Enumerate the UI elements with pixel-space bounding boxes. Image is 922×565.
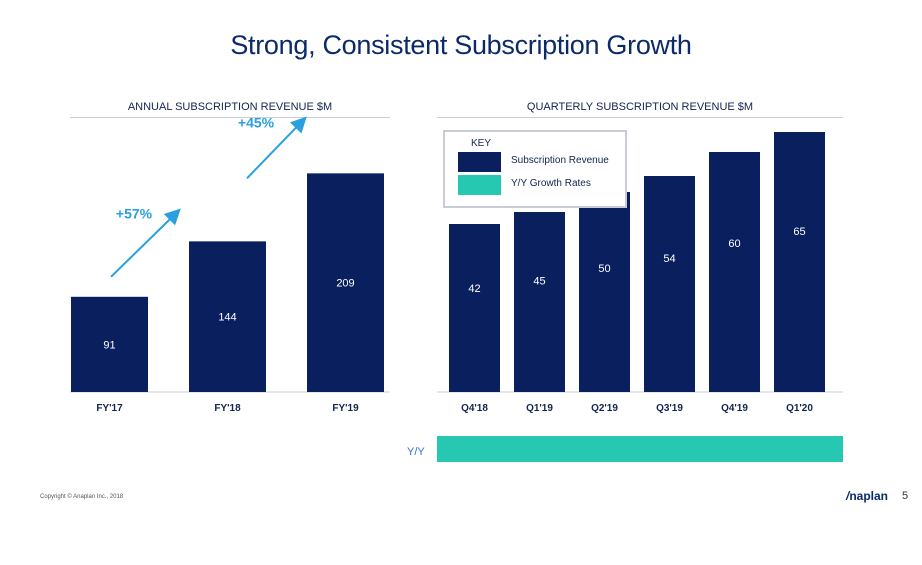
annual-tick-2: FY'18 (214, 403, 241, 414)
growth-arrow-icon-1 (110, 208, 181, 278)
quarterly-bar-label-1: 42 (468, 283, 480, 295)
quarterly-tick-6: Q1'20 (786, 403, 813, 414)
anaplan-logo-mark: / (846, 489, 850, 503)
copyright-text: Copyright © Anaplan Inc., 2018 (40, 494, 124, 500)
growth-annotation-1: +57% (116, 205, 153, 221)
quarterly-tick-5: Q4'19 (721, 403, 748, 414)
legend-title: KEY (471, 138, 492, 149)
legend-label-growth-rates: Y/Y Growth Rates (511, 178, 591, 189)
annual-chart-title: ANNUAL SUBSCRIPTION REVENUE $M (127, 101, 333, 113)
quarterly-bar-label-3: 50 (598, 263, 610, 275)
annual-bar-label-3: 209 (336, 278, 354, 290)
quarterly-bar-3 (579, 192, 630, 392)
annual-tick-1: FY'17 (96, 403, 123, 414)
legend-swatch-growth-rates (458, 175, 501, 195)
annual-bar-label-1: 91 (103, 339, 115, 351)
annual-bar-2 (189, 241, 266, 392)
annual-tick-3: FY'19 (332, 403, 359, 414)
quarterly-bar-1 (449, 224, 500, 392)
quarterly-tick-4: Q3'19 (656, 403, 683, 414)
quarterly-tick-1: Q4'18 (461, 403, 488, 414)
quarterly-bar-2 (514, 212, 565, 392)
quarterly-bar-label-5: 60 (728, 238, 740, 250)
quarterly-bar-label-4: 54 (663, 253, 675, 265)
annual-bar-3 (307, 173, 384, 392)
page-title: Strong, Consistent Subscription Growth (230, 30, 692, 60)
annual-title-rule (70, 117, 390, 118)
annual-bar-label-2: 144 (218, 312, 236, 324)
growth-rate-band (437, 436, 843, 462)
anaplan-logo-text: naplan (849, 489, 889, 503)
page-number: 5 (902, 490, 909, 502)
legend-label-subscription-revenue: Subscription Revenue (511, 155, 609, 166)
growth-arrow-icon-2 (246, 116, 307, 180)
quarterly-bar-6 (774, 132, 825, 392)
quarterly-bar-label-6: 65 (793, 226, 805, 238)
anaplan-logo: /naplan (846, 489, 888, 503)
quarterly-chart-title: QUARTERLY SUBSCRIPTION REVENUE $M (526, 101, 754, 113)
growth-annotation-2: +45% (238, 114, 275, 130)
growth-rate-label: Y/Y (407, 446, 425, 458)
legend-swatch-subscription-revenue (458, 152, 501, 172)
quarterly-tick-2: Q1'19 (526, 403, 553, 414)
quarterly-bar-4 (644, 176, 695, 392)
quarterly-bar-label-2: 45 (533, 275, 545, 287)
quarterly-tick-3: Q2'19 (591, 403, 618, 414)
quarterly-title-rule (437, 117, 843, 118)
quarterly-bar-5 (709, 152, 760, 392)
annual-bar-1 (71, 296, 148, 392)
